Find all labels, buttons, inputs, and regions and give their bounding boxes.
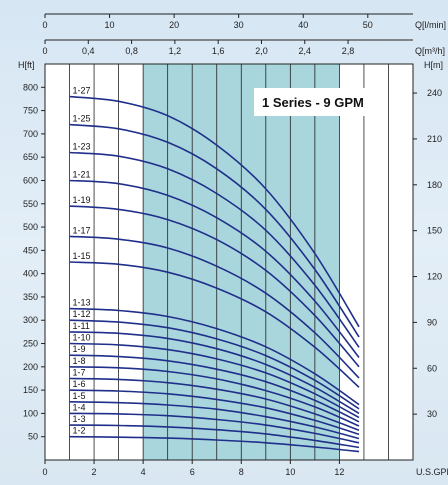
- y-tick-label: 750: [23, 106, 38, 116]
- x-tick-label: 6: [190, 467, 195, 477]
- right-tick-label: 120: [427, 272, 442, 282]
- pump-curve-1-9: [69, 354, 360, 423]
- curve-labels: 1-2 1-3 1-41-5 1-6 1-71-8 1-91-10 1-11 1-121-13…: [73, 86, 91, 436]
- pump-curve-1-21: [69, 179, 360, 358]
- y-tick-label: 200: [23, 362, 38, 372]
- y-tick-label: 50: [28, 432, 38, 442]
- curve-label-1-27: 1-27: [73, 86, 91, 96]
- curve-label-1-2: 1-2: [73, 426, 86, 436]
- y-tick-label: 650: [23, 152, 38, 162]
- pump-curve-1-10: [69, 342, 360, 419]
- pump-curve-1-3: [69, 424, 360, 449]
- y-tick-label: 700: [23, 129, 38, 139]
- pump-curve-1-15: [69, 261, 360, 388]
- curve-label-1-8: 1-8: [73, 356, 86, 366]
- right-axis-title: H[m]: [424, 60, 443, 70]
- right-tick-label: 180: [427, 180, 442, 190]
- top-m3h-tick-label: 0: [42, 46, 47, 56]
- right-tick-label: 210: [427, 134, 442, 144]
- right-tick-label: 150: [427, 226, 442, 236]
- curve-label-1-15: 1-15: [73, 251, 91, 261]
- x-tick-label: 0: [42, 467, 47, 477]
- top-lmin-tick-label: 40: [298, 20, 308, 30]
- top-m3h-tick-label: 2,0: [255, 46, 268, 56]
- curve-label-1-7: 1-7: [73, 367, 86, 377]
- curve-label-1-21: 1-21: [73, 169, 91, 179]
- pump-curve-1-2: [69, 435, 360, 453]
- y-axis-title: H[ft]: [18, 60, 35, 70]
- y-tick-label: 100: [23, 408, 38, 418]
- top-lmin-axis-title: Q[l/min]: [415, 20, 446, 30]
- chart-title: 1 Series - 9 GPM: [262, 95, 364, 110]
- y-tick-label: 800: [23, 82, 38, 92]
- plot-frame: [44, 63, 414, 461]
- pump-curve-1-13: [69, 307, 360, 406]
- pump-curve-1-25: [69, 123, 360, 338]
- chart-title-box: 1 Series - 9 GPM: [254, 88, 384, 116]
- x-tick-label: 8: [239, 467, 244, 477]
- pump-curve-1-6: [69, 389, 360, 436]
- top-lmin-tick-label: 20: [169, 20, 179, 30]
- top-m3h-tick-label: 2,8: [342, 46, 355, 56]
- y-tick-label: 500: [23, 222, 38, 232]
- x-tick-label: 4: [141, 467, 146, 477]
- y-tick-label: 550: [23, 199, 38, 209]
- title-background: [254, 88, 384, 116]
- top-m3h-tick-label: 0,8: [125, 46, 138, 56]
- x-axis-title: U.S.GPM: [416, 467, 448, 477]
- y-tick-label: 600: [23, 175, 38, 185]
- right-tick-label: 60: [427, 363, 437, 373]
- pump-curve-1-19: [69, 205, 360, 368]
- top-lmin-tick-label: 50: [363, 20, 373, 30]
- y-tick-label: 450: [23, 245, 38, 255]
- x-tick-label: 12: [334, 467, 344, 477]
- y-tick-label: 300: [23, 315, 38, 325]
- curve-label-1-5: 1-5: [73, 391, 86, 401]
- x-tick-label: 10: [285, 467, 295, 477]
- y-tick-label: 150: [23, 385, 38, 395]
- curve-label-1-23: 1-23: [73, 142, 91, 152]
- curve-label-1-12: 1-12: [73, 309, 91, 319]
- curve-label-1-13: 1-13: [73, 298, 91, 308]
- top-m3h-axis-title: Q[m³/h]: [415, 46, 445, 56]
- pump-curves: [69, 95, 360, 453]
- curve-label-1-17: 1-17: [73, 225, 91, 235]
- top-m3h-tick-label: 2,4: [299, 46, 312, 56]
- curve-label-1-11: 1-11: [73, 321, 90, 331]
- pump-curve-1-8: [69, 366, 360, 427]
- curve-label-1-6: 1-6: [73, 379, 86, 389]
- x-tick-label: 2: [92, 467, 97, 477]
- pump-curve-1-12: [69, 319, 360, 410]
- top-lmin-tick-label: 30: [234, 20, 244, 30]
- curve-label-1-4: 1-4: [73, 402, 86, 412]
- top-m3h-tick-label: 1,6: [212, 46, 225, 56]
- curve-label-1-3: 1-3: [73, 414, 86, 424]
- pump-curve-1-17: [69, 235, 360, 379]
- pump-curve-1-23: [69, 151, 360, 348]
- pump-curve-1-11: [69, 331, 360, 415]
- top-m3h-tick-label: 1,2: [169, 46, 182, 56]
- curve-label-1-10: 1-10: [73, 333, 91, 343]
- pump-curve-1-4: [69, 412, 360, 444]
- y-tick-label: 400: [23, 269, 38, 279]
- pump-curve-1-7: [69, 377, 360, 431]
- right-tick-label: 30: [427, 409, 437, 419]
- y-tick-label: 350: [23, 292, 38, 302]
- curve-label-1-9: 1-9: [73, 344, 86, 354]
- top-m3h-tick-label: 0,4: [82, 46, 95, 56]
- y-tick-label: 250: [23, 339, 38, 349]
- curve-label-1-25: 1-25: [73, 114, 91, 124]
- curve-label-1-19: 1-19: [73, 195, 91, 205]
- pump-curve-1-5: [69, 401, 360, 440]
- right-tick-label: 90: [427, 317, 437, 327]
- pump-curve-1-27: [69, 95, 360, 328]
- axes: 024681012U.S.GPM501001502002503003504004…: [18, 13, 448, 477]
- top-lmin-tick-label: 0: [42, 20, 47, 30]
- right-tick-label: 240: [427, 88, 442, 98]
- top-lmin-tick-label: 10: [105, 20, 115, 30]
